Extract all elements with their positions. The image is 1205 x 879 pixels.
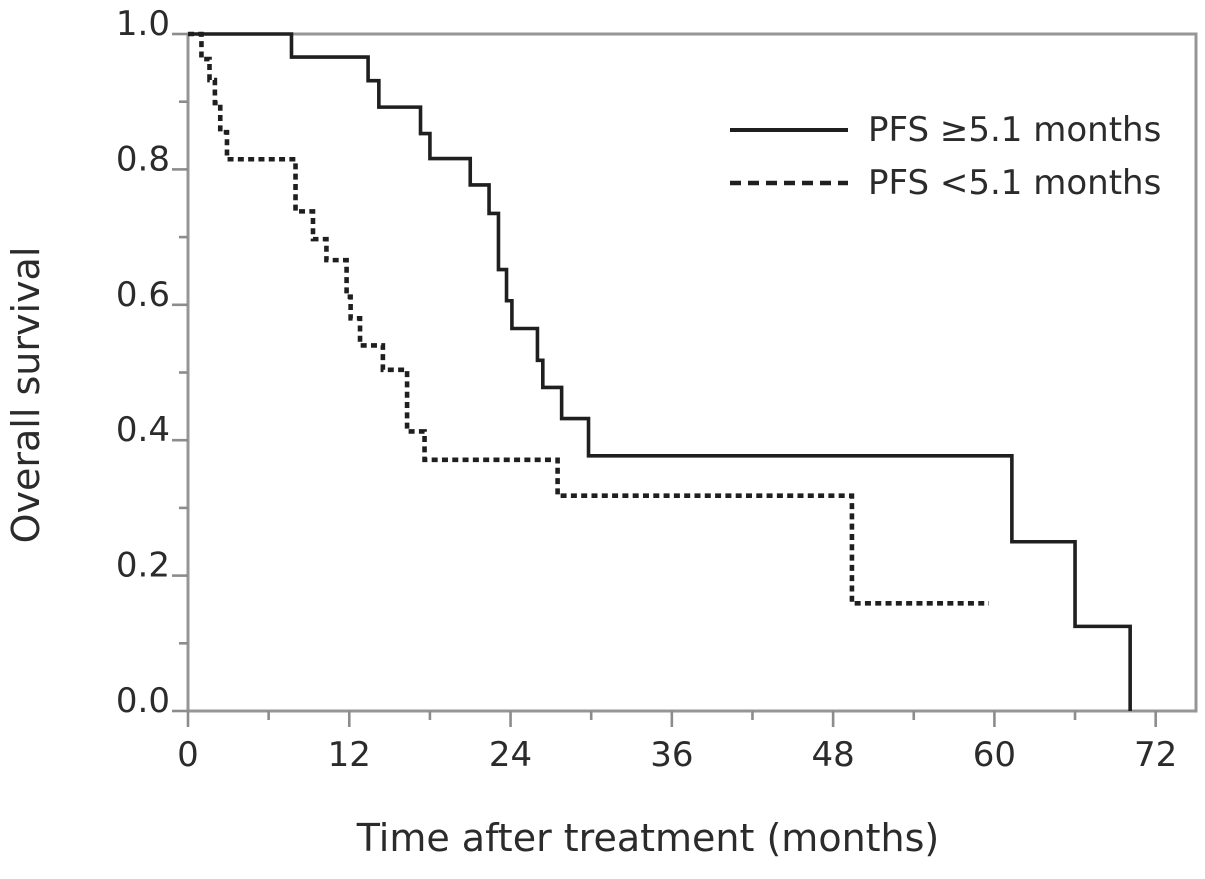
y-tick-label: 0.4 bbox=[116, 410, 170, 450]
curve-pfs-ge-5.1 bbox=[188, 32, 1132, 711]
axis-ticks bbox=[172, 32, 1157, 727]
legend-label-pfs-lt: PFS <5.1 months bbox=[868, 162, 1162, 203]
y-tick-label: 1.0 bbox=[116, 4, 170, 44]
y-tick-label: 0.8 bbox=[116, 139, 170, 179]
x-axis-title: Time after treatment (months) bbox=[356, 816, 940, 860]
survival-curves bbox=[188, 31, 1132, 711]
legend-item-pfs-lt: PFS <5.1 months bbox=[728, 156, 1161, 209]
x-tick-label: 72 bbox=[1134, 735, 1177, 775]
x-tick-label: 0 bbox=[177, 735, 199, 775]
legend: PFS ≥5.1 months PFS <5.1 months bbox=[728, 103, 1161, 209]
legend-line-sample-solid bbox=[730, 127, 848, 132]
legend-label-pfs-ge: PFS ≥5.1 months bbox=[868, 109, 1162, 150]
axis-tick-labels: 0 12 24 36 48 60 72 0.0 0.2 0.4 0.6 0.8 1.0 bbox=[116, 4, 1177, 775]
legend-line-sample-dashed bbox=[730, 180, 848, 185]
x-tick-label: 24 bbox=[489, 735, 532, 775]
y-tick-label: 0.0 bbox=[116, 681, 170, 721]
x-tick-label: 36 bbox=[650, 735, 693, 775]
x-tick-label: 60 bbox=[973, 735, 1016, 775]
y-tick-label: 0.6 bbox=[116, 275, 170, 315]
legend-item-pfs-ge: PFS ≥5.1 months bbox=[728, 103, 1161, 156]
curve-pfs-lt-5.1 bbox=[188, 31, 990, 606]
x-tick-label: 48 bbox=[811, 735, 854, 775]
y-axis-title: Overall survival bbox=[4, 246, 48, 544]
y-tick-label: 0.2 bbox=[116, 546, 170, 586]
x-tick-label: 12 bbox=[328, 735, 371, 775]
